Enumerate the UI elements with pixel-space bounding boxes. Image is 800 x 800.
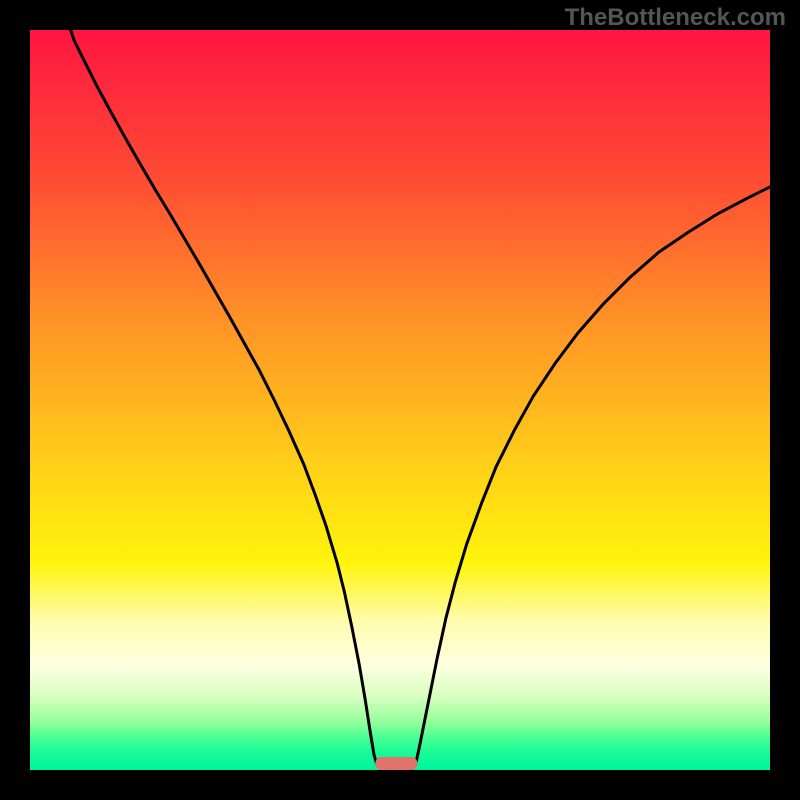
chart-plot-background — [30, 30, 770, 770]
chart-frame: TheBottleneck.com — [0, 0, 800, 800]
bottleneck-chart — [0, 0, 800, 800]
watermark-text: TheBottleneck.com — [565, 4, 786, 32]
bottleneck-minimum-marker — [375, 757, 417, 770]
